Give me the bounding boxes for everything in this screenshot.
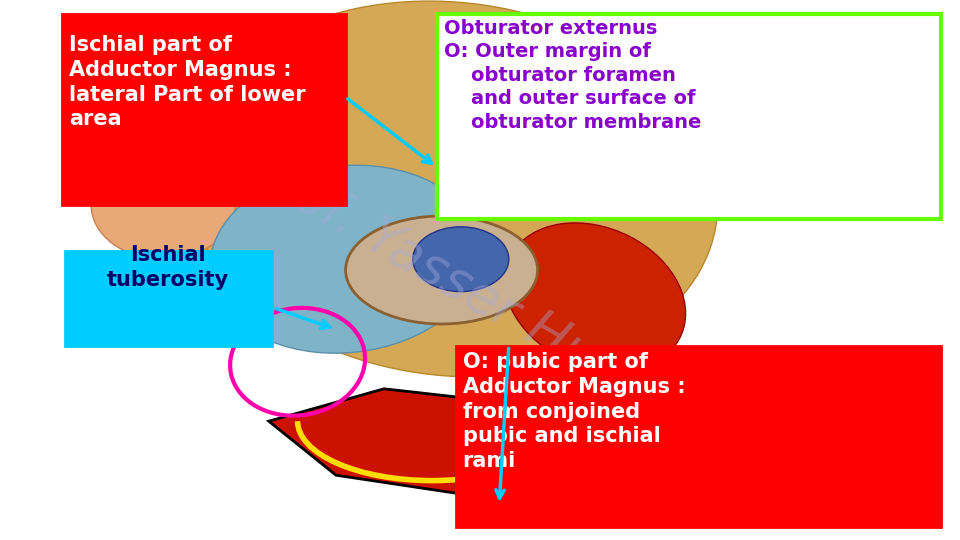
- Text: Ischial part of
Adductor Magnus :
lateral Part of lower
area: Ischial part of Adductor Magnus : latera…: [69, 35, 305, 130]
- Circle shape: [346, 216, 538, 324]
- Text: Obturator externus
O: Outer margin of
    obturator foramen
    and outer surfac: Obturator externus O: Outer margin of ob…: [444, 19, 701, 132]
- Text: Ischial
tuberosity: Ischial tuberosity: [107, 245, 229, 289]
- Ellipse shape: [413, 227, 509, 292]
- FancyBboxPatch shape: [62, 14, 346, 205]
- Ellipse shape: [184, 1, 718, 377]
- Text: O: pubic part of
Adductor Magnus :
from conjoined
pubic and ischial
rami: O: pubic part of Adductor Magnus : from …: [463, 352, 685, 471]
- FancyBboxPatch shape: [65, 251, 272, 346]
- Ellipse shape: [91, 151, 235, 259]
- FancyBboxPatch shape: [437, 14, 941, 219]
- Ellipse shape: [505, 223, 685, 371]
- Text: Prof. Yasser Hussein: Prof. Yasser Hussein: [237, 141, 723, 453]
- Ellipse shape: [210, 165, 481, 353]
- FancyBboxPatch shape: [456, 346, 941, 526]
- Polygon shape: [269, 389, 653, 497]
